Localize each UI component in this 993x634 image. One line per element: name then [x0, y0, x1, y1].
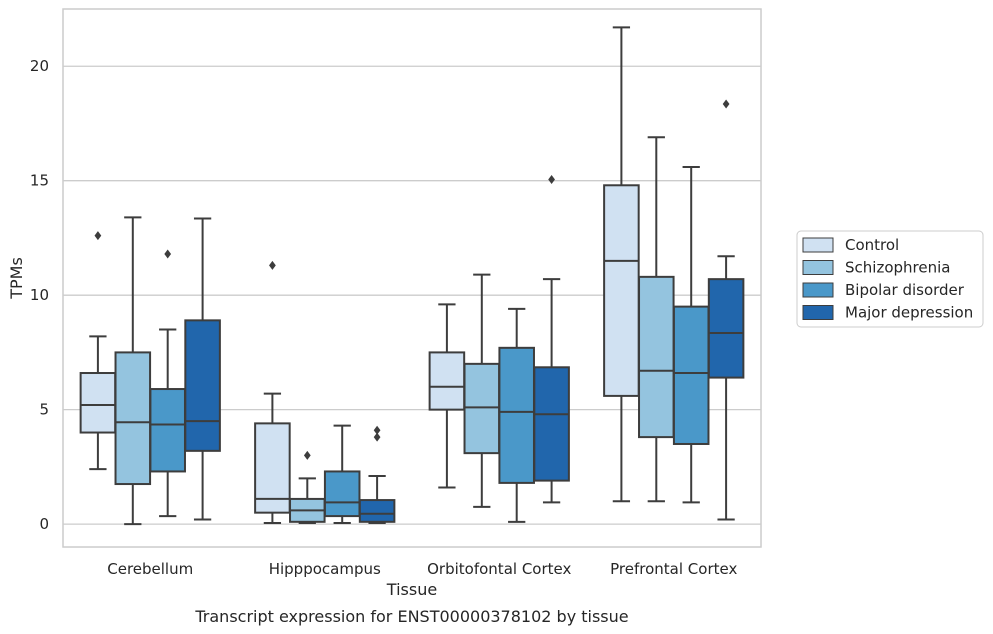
box-body [672, 305, 710, 445]
y-tick-label: 15 [30, 172, 49, 190]
box-schizophrenia [638, 136, 675, 503]
box-body [707, 278, 745, 379]
box-control [428, 303, 466, 489]
legend-swatch [802, 260, 834, 275]
box-body [114, 351, 152, 486]
plot-frame [62, 8, 762, 548]
x-tick-label: Orbitofontal Cortex [427, 560, 571, 578]
box-control [603, 26, 640, 503]
y-axis-label: TPMs [7, 257, 26, 300]
y-tick-label: 20 [30, 57, 49, 75]
x-tick-label: Prefrontal Cortex [610, 560, 737, 578]
box-body [149, 388, 186, 473]
box-major-depression [707, 99, 745, 521]
x-axis-ticks: Cerebellum Hipppocampus Orbitofontal Corte… [107, 560, 737, 578]
x-tick-label: Hipppocampus [269, 560, 381, 578]
box-bipolar-disorder [323, 424, 361, 524]
y-tick-label: 0 [39, 515, 49, 533]
box-major-depression [184, 217, 221, 521]
box-body [533, 366, 570, 482]
legend-label: Major depression [845, 304, 973, 322]
box-major-depression [533, 175, 570, 504]
legend-label: Control [845, 236, 899, 254]
box-bipolar-disorder [672, 165, 710, 504]
outlier-point [373, 432, 381, 442]
legend-label: Schizophrenia [845, 259, 950, 277]
box-groups [79, 26, 745, 526]
chart-caption: Transcript expression for ENST0000037810… [194, 607, 628, 626]
outlier-point [373, 425, 381, 435]
legend: Control Schizophrenia Bipolar disorder Majo… [796, 230, 984, 328]
y-tick-label: 5 [39, 401, 49, 419]
legend-swatch [802, 237, 834, 253]
box-schizophrenia [289, 450, 326, 524]
box-control [79, 231, 117, 471]
box-body [79, 372, 117, 434]
box-body [323, 470, 361, 518]
legend-swatch [802, 305, 834, 320]
outlier-point [164, 249, 172, 259]
box-schizophrenia [114, 216, 152, 526]
box-body [463, 362, 501, 455]
legend-swatch [802, 282, 834, 298]
outlier-point [94, 231, 102, 241]
box-control [254, 260, 291, 524]
outlier-point [548, 175, 555, 185]
box-schizophrenia [463, 273, 501, 508]
box-body [428, 351, 466, 411]
x-tick-label: Cerebellum [107, 560, 193, 578]
box-body [498, 346, 535, 484]
box-major-depression [358, 425, 396, 524]
box-body [184, 319, 221, 452]
legend-frame [796, 230, 984, 328]
x-axis-label: Tissue [386, 580, 437, 599]
box-body [638, 275, 675, 439]
box-body [603, 184, 640, 397]
legend-label: Bipolar disorder [845, 281, 965, 299]
box-body [358, 499, 396, 523]
y-axis-ticks: 0 5 10 15 20 [30, 57, 49, 533]
outlier-point [722, 99, 730, 109]
outlier-point [303, 450, 311, 460]
box-body [254, 422, 291, 514]
outlier-point [269, 260, 276, 270]
box-bipolar-disorder [149, 249, 186, 518]
box-bipolar-disorder [498, 307, 535, 523]
y-tick-label: 10 [30, 286, 49, 304]
